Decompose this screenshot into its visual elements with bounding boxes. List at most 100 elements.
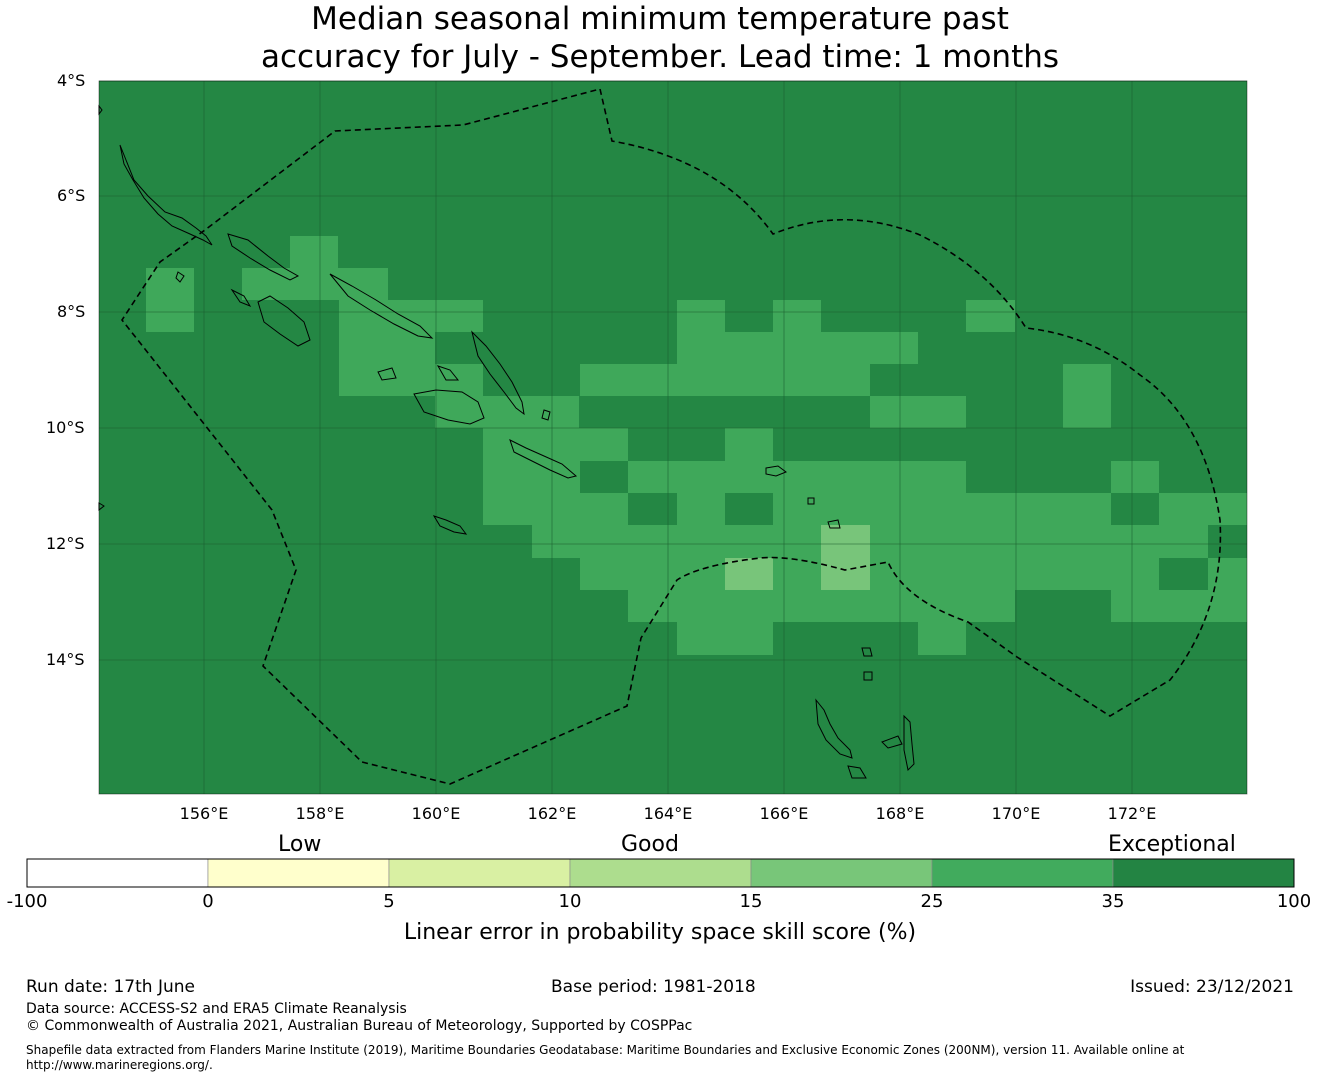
colorbar-category-low: Low: [278, 832, 322, 857]
skill-cell: [677, 622, 773, 655]
skill-cell: [483, 428, 628, 461]
lon-label-166e: 166°E: [759, 804, 809, 823]
coastline-island: [863, 671, 873, 681]
lon-label-160e: 160°E: [411, 804, 461, 823]
skill-cell: [290, 236, 338, 268]
colorbar-frame: [26, 858, 1295, 888]
colorbar-tick: 15: [739, 891, 763, 912]
colorbar-category-good: Good: [621, 832, 679, 857]
title-line-2: accuracy for July - September. Lead time…: [260, 39, 1060, 75]
coastline-island: [847, 765, 867, 779]
lon-label-156e: 156°E: [179, 804, 229, 823]
coastline-island: [827, 519, 841, 529]
skill-cell: [918, 622, 966, 655]
skill-cell: [580, 364, 677, 396]
skill-cell: [1208, 558, 1247, 590]
shapefile-url: http://www.marineregions.org/.: [26, 1058, 213, 1072]
map-title: Median seasonal minimum temperature past…: [0, 0, 1320, 76]
coastline-island: [436, 365, 460, 381]
shapefile-credit: Shapefile data extracted from Flanders M…: [26, 1043, 1185, 1057]
colorbar-tick: 35: [1101, 891, 1125, 912]
skill-cell: [532, 493, 628, 525]
map-frame: [98, 80, 1248, 795]
lat-label-6s: 6°S: [57, 186, 86, 205]
skill-cell: [1063, 364, 1111, 428]
coastline-island: [765, 465, 788, 477]
skill-cell: [821, 364, 870, 396]
skill-cell: [725, 332, 773, 396]
skill-cell: [870, 558, 1159, 590]
coastline-island: [257, 295, 311, 347]
lat-label-4s: 4°S: [57, 71, 86, 90]
skill-cell: [532, 525, 821, 558]
coastline-island: [377, 367, 397, 381]
coastline-island: [432, 515, 468, 535]
issued-date: Issued: 23/12/2021: [1130, 977, 1294, 997]
skill-cell: [1159, 493, 1247, 525]
skill-cell: [628, 461, 966, 493]
colorbar-category-exceptional: Exceptional: [1108, 832, 1236, 857]
skill-cell: [966, 300, 1015, 332]
skill-cell: [773, 300, 821, 396]
coastline-island: [119, 144, 213, 246]
coastline-island: [861, 647, 873, 657]
skill-cell: [1111, 590, 1247, 622]
colorbar-caption: Linear error in probability space skill …: [403, 920, 917, 945]
coastline-island: [413, 389, 485, 425]
skill-cell: [242, 268, 388, 300]
colorbar-tick: 0: [202, 891, 214, 912]
skill-cell: [725, 558, 773, 590]
coastline-island: [175, 271, 185, 283]
coastline-island: [903, 714, 915, 772]
colorbar-segment: [750, 858, 933, 888]
colorbar-tick: -100: [6, 891, 48, 912]
colorbar-tick: 5: [383, 891, 395, 912]
lat-label-12s: 12°S: [46, 534, 85, 553]
lon-label-172e: 172°E: [1107, 804, 1157, 823]
map-area: [98, 80, 1248, 795]
copyright-notice: © Commonwealth of Australia 2021, Austra…: [26, 1018, 693, 1034]
colorbar-segment: [207, 858, 390, 888]
coastline-island: [230, 288, 252, 308]
coastline-island: [471, 330, 525, 416]
lon-label-158e: 158°E: [295, 804, 345, 823]
skill-cell: [677, 493, 725, 525]
lat-label-8s: 8°S: [57, 302, 86, 321]
data-source: Data source: ACCESS-S2 and ERA5 Climate …: [26, 1001, 407, 1017]
colorbar-segment: [569, 858, 752, 888]
coastline-island: [329, 273, 434, 339]
colorbar-tick: 25: [920, 891, 944, 912]
colorbar: [26, 858, 1295, 888]
title-line-1: Median seasonal minimum temperature past: [311, 1, 1009, 37]
lon-label-170e: 170°E: [991, 804, 1041, 823]
base-period: Base period: 1981-2018: [551, 977, 756, 997]
colorbar-segment: [931, 858, 1114, 888]
skill-cell: [580, 558, 725, 590]
skill-cell: [628, 590, 1015, 622]
skill-cell: [339, 332, 435, 396]
coastline-island: [807, 497, 815, 505]
coastline-island: [227, 233, 300, 281]
lat-label-14s: 14°S: [46, 650, 85, 669]
skill-cell: [966, 493, 1111, 525]
run-date: Run date: 17th June: [26, 977, 195, 997]
skill-cell: [1111, 461, 1159, 493]
skill-cell: [821, 525, 870, 590]
colorbar-segment: [26, 858, 209, 888]
skill-cell: [870, 396, 966, 428]
skill-cell: [677, 300, 725, 396]
skill-cell: [339, 300, 483, 332]
lon-label-168e: 168°E: [875, 804, 925, 823]
lon-label-164e: 164°E: [643, 804, 693, 823]
skill-cell: [146, 268, 194, 332]
map-background: [99, 81, 1247, 794]
skill-cell: [870, 525, 1208, 558]
skill-cell: [725, 428, 773, 461]
skill-cell: [483, 396, 579, 428]
colorbar-segment: [1112, 858, 1295, 888]
coastline-island: [509, 439, 578, 479]
coastline-island: [815, 698, 853, 759]
colorbar-segment: [388, 858, 571, 888]
coastline-island: [541, 409, 551, 421]
